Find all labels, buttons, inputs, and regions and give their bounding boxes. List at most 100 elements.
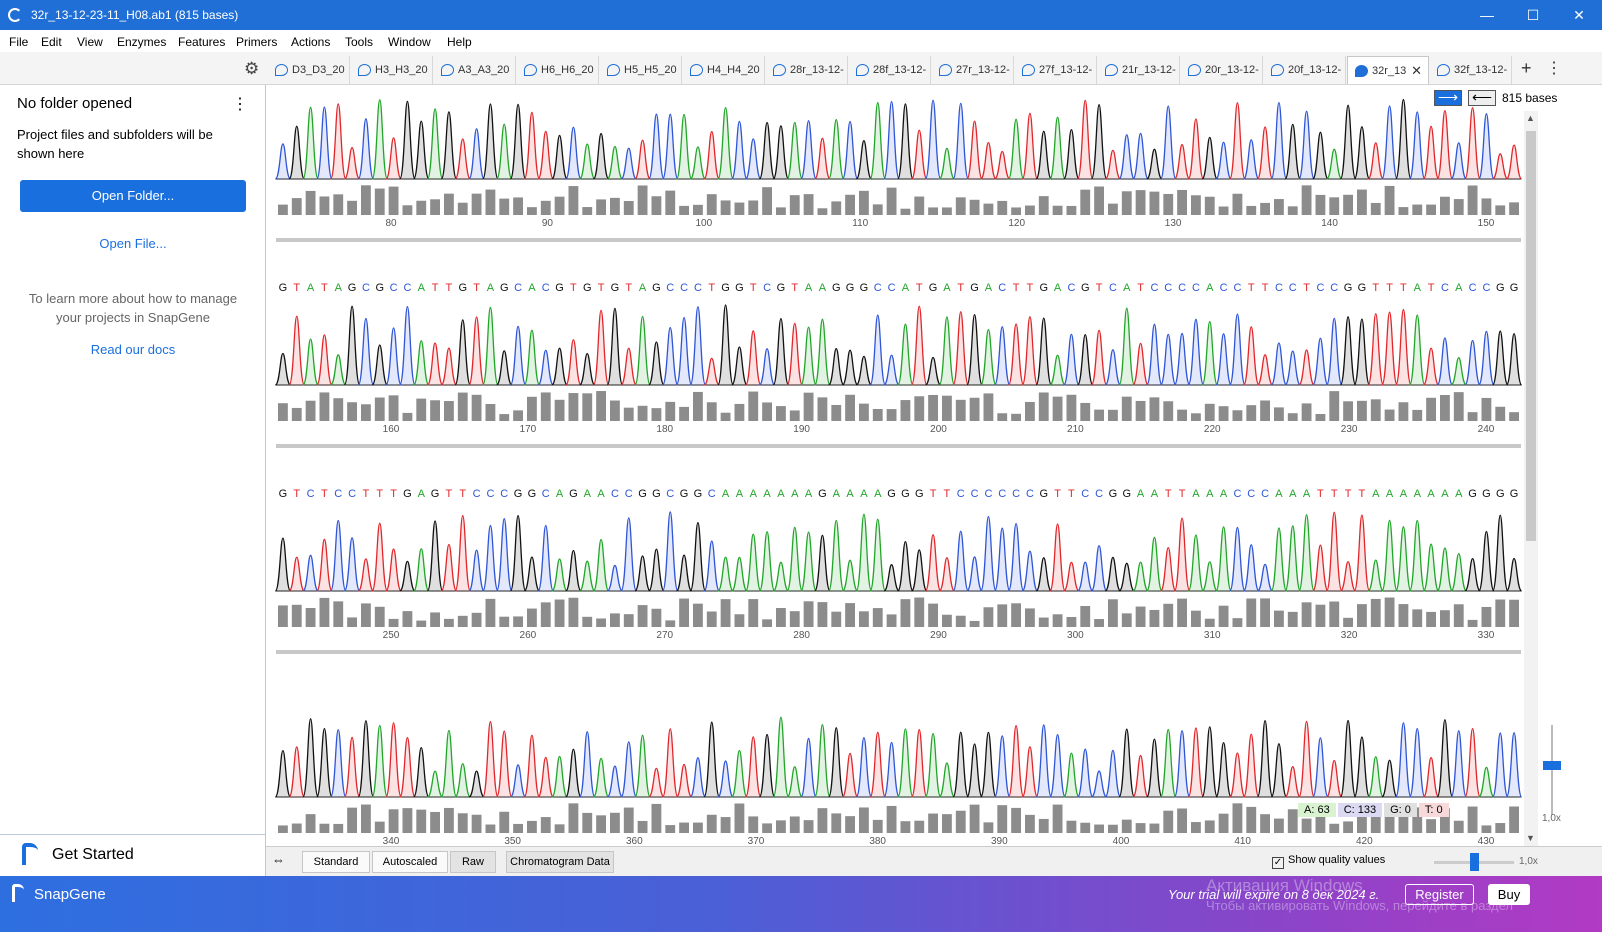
tab-document[interactable]: H3_H3_20 <box>351 56 433 84</box>
autoscaled-view-button[interactable]: Autoscaled <box>372 851 448 873</box>
base-call[interactable]: A <box>943 85 951 88</box>
base-call[interactable]: T <box>446 282 453 294</box>
base-call[interactable]: G <box>555 85 564 88</box>
base-call[interactable]: A <box>902 282 910 294</box>
base-call[interactable]: G <box>528 488 537 500</box>
base-call[interactable]: C <box>390 282 398 294</box>
base-call[interactable]: T <box>376 488 383 500</box>
chromatogram-traces[interactable]: CGACTTCATGGAGTCGAGTTGCAGACTCCAATACCGGACT… <box>266 85 1524 846</box>
base-call[interactable]: T <box>1179 488 1186 500</box>
base-call[interactable]: A <box>985 282 993 294</box>
base-call[interactable]: T <box>390 488 397 500</box>
base-call[interactable]: C <box>1233 282 1241 294</box>
base-call[interactable]: G <box>569 488 578 500</box>
base-call[interactable]: C <box>1247 85 1255 88</box>
base-call[interactable]: T <box>432 282 439 294</box>
base-call[interactable]: G <box>514 85 523 88</box>
tab-document[interactable]: D3_D3_20 <box>268 56 350 84</box>
base-call[interactable]: T <box>390 85 397 88</box>
base-call[interactable]: C <box>1192 282 1200 294</box>
base-call[interactable]: G <box>445 85 454 88</box>
scrollbar-thumb[interactable] <box>1526 131 1536 541</box>
base-call[interactable]: G <box>1358 85 1367 88</box>
base-call[interactable]: G <box>694 488 703 500</box>
base-call[interactable]: A <box>418 282 426 294</box>
base-call[interactable]: A <box>805 488 813 500</box>
base-call[interactable]: A <box>1275 488 1283 500</box>
base-call[interactable]: G <box>1468 488 1477 500</box>
base-call[interactable]: T <box>1372 85 1379 88</box>
base-call[interactable]: C <box>888 85 896 88</box>
tab-document[interactable]: H5_H5_20 <box>600 56 682 84</box>
tab-document[interactable]: 20r_13-12- <box>1181 56 1263 84</box>
base-call[interactable]: C <box>473 85 481 88</box>
tab-document[interactable]: 28r_13-12- <box>766 56 848 84</box>
tab-active-document[interactable]: 32r_13 ✕ <box>1347 56 1429 84</box>
base-call[interactable]: G <box>279 282 288 294</box>
base-call[interactable]: A <box>819 282 827 294</box>
base-call[interactable]: C <box>542 282 550 294</box>
base-call[interactable]: C <box>403 282 411 294</box>
base-call[interactable]: G <box>1205 85 1214 88</box>
base-call[interactable]: C <box>874 282 882 294</box>
base-call[interactable]: C <box>749 85 757 88</box>
base-call[interactable]: G <box>1067 85 1076 88</box>
base-call[interactable]: C <box>1247 488 1255 500</box>
base-call[interactable]: T <box>1497 85 1504 88</box>
base-call[interactable]: C <box>1081 488 1089 500</box>
base-call[interactable]: T <box>1442 85 1449 88</box>
base-call[interactable]: G <box>1344 85 1353 88</box>
base-call[interactable]: T <box>791 282 798 294</box>
base-call[interactable]: C <box>625 85 633 88</box>
base-call[interactable]: G <box>735 282 744 294</box>
base-call[interactable]: G <box>514 488 523 500</box>
base-call[interactable]: G <box>1399 85 1408 88</box>
base-call[interactable]: C <box>1220 282 1228 294</box>
base-call[interactable]: A <box>874 85 882 88</box>
base-call[interactable]: G <box>1150 85 1159 88</box>
tab-document[interactable]: 21r_13-12- <box>1098 56 1180 84</box>
base-call[interactable]: T <box>1359 488 1366 500</box>
base-call[interactable]: C <box>666 488 674 500</box>
base-call[interactable]: A <box>1192 488 1200 500</box>
register-button[interactable]: Register <box>1405 884 1474 905</box>
tab-document[interactable]: 27r_13-12- <box>932 56 1014 84</box>
base-call[interactable]: C <box>805 85 813 88</box>
base-call[interactable]: T <box>321 488 328 500</box>
base-call[interactable]: A <box>639 282 647 294</box>
base-call[interactable]: A <box>1386 488 1394 500</box>
base-call[interactable]: A <box>694 85 702 88</box>
base-call[interactable]: C <box>1164 85 1172 88</box>
base-call[interactable]: C <box>666 85 674 88</box>
base-call[interactable]: G <box>583 282 592 294</box>
base-call[interactable]: A <box>1455 488 1463 500</box>
close-window-button[interactable]: ✕ <box>1573 7 1585 23</box>
base-call[interactable]: T <box>944 488 951 500</box>
base-call[interactable]: T <box>930 488 937 500</box>
base-call[interactable]: G <box>860 85 869 88</box>
base-call[interactable]: A <box>833 488 841 500</box>
base-call[interactable]: G <box>1039 85 1048 88</box>
base-call[interactable]: C <box>1150 282 1158 294</box>
base-call[interactable]: C <box>998 282 1006 294</box>
tab-document[interactable]: 32f_13-12- <box>1430 56 1512 84</box>
base-call[interactable]: G <box>1316 85 1325 88</box>
menu-file[interactable]: File <box>9 35 29 49</box>
base-call[interactable]: C <box>666 282 674 294</box>
menu-help[interactable]: Help <box>447 35 472 49</box>
base-call[interactable]: C <box>957 85 965 88</box>
base-call[interactable]: C <box>569 85 577 88</box>
base-call[interactable]: A <box>584 85 592 88</box>
minimize-button[interactable]: — <box>1480 7 1494 23</box>
base-call[interactable]: C <box>1289 282 1297 294</box>
gear-icon[interactable]: ⚙ <box>244 59 260 78</box>
base-call[interactable]: G <box>279 488 288 500</box>
base-call[interactable]: T <box>293 488 300 500</box>
base-call[interactable]: A <box>1441 488 1449 500</box>
standard-view-button[interactable]: Standard <box>302 851 370 873</box>
base-call[interactable]: G <box>832 282 841 294</box>
base-call[interactable]: G <box>638 488 647 500</box>
base-call[interactable]: C <box>708 488 716 500</box>
base-call[interactable]: A <box>307 282 315 294</box>
base-call[interactable]: A <box>1372 488 1380 500</box>
